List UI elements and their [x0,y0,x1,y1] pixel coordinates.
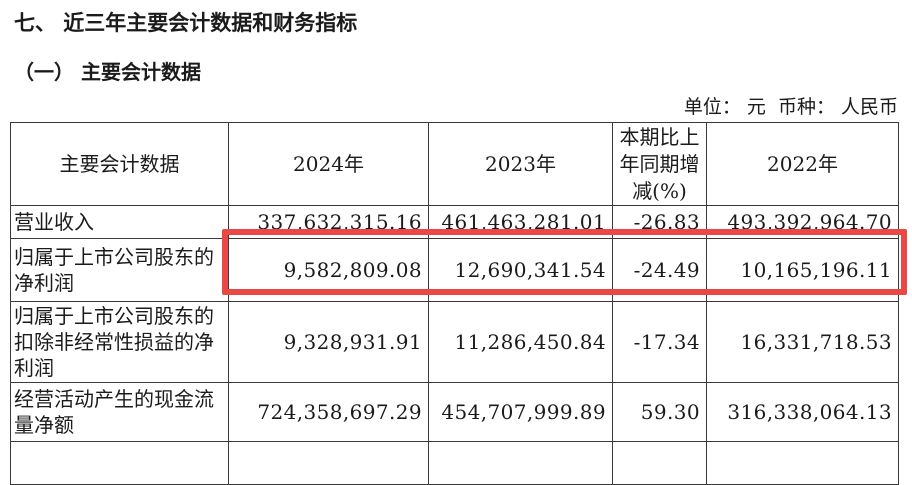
cell-2022: 316,338,064.13 [706,382,899,442]
cell-change: -24.49 [612,238,707,302]
table-row-net-profit-highlighted: 归属于上市公司股东的净利润 9,582,809.08 12,690,341.54… [10,238,899,302]
cell-2024: 724,358,697.29 [228,382,429,442]
table-row-operating-cash-flow: 经营活动产生的现金流量净额 724,358,697.29 454,707,999… [10,382,899,442]
section-title: 七、 近三年主要会计数据和财务指标 [14,10,358,35]
header-2024: 2024年 [228,122,429,206]
row-label: 归属于上市公司股东的扣除非经常性损益的净利润 [10,301,229,383]
table-row-partial-cutoff [10,441,899,485]
cell-2024: 337,632,315.16 [228,205,429,239]
cell-change [612,441,707,485]
table-header-row: 主要会计数据 2024年 2023年 本期比上年同期增减(%) 2022年 [10,122,899,206]
cell-2023: 11,286,450.84 [428,301,613,383]
header-indicator: 主要会计数据 [10,122,229,206]
cell-change: -17.34 [612,301,707,383]
cell-2023 [428,441,613,485]
cell-2023: 461,463,281.01 [428,205,613,239]
subsection-title: （一） 主要会计数据 [14,60,201,84]
cell-change: -26.83 [612,205,707,239]
cell-2022: 10,165,196.11 [706,238,899,302]
row-label: 归属于上市公司股东的净利润 [10,238,229,302]
table-row-operating-revenue: 营业收入 337,632,315.16 461,463,281.01 -26.8… [10,205,899,239]
cell-2023: 454,707,999.89 [428,382,613,442]
cell-2022: 16,331,718.53 [706,301,899,383]
cell-2024: 9,582,809.08 [228,238,429,302]
header-change: 本期比上年同期增减(%) [612,122,707,206]
row-label: 营业收入 [10,205,229,239]
cell-2022 [706,441,899,485]
header-2023: 2023年 [428,122,613,206]
cell-2022: 493,392,964.70 [706,205,899,239]
cell-change: 59.30 [612,382,707,442]
unit-note: 单位： 元 币种： 人民币 [683,96,898,118]
row-label: 经营活动产生的现金流量净额 [10,382,229,442]
header-2022: 2022年 [706,122,899,206]
cell-2023: 12,690,341.54 [428,238,613,302]
table-row-net-profit-excl-nonrecurring: 归属于上市公司股东的扣除非经常性损益的净利润 9,328,931.91 11,2… [10,301,899,383]
row-label [10,441,229,485]
cell-2024: 9,328,931.91 [228,301,429,383]
cell-2024 [228,441,429,485]
accounting-data-table: 主要会计数据 2024年 2023年 本期比上年同期增减(%) 2022年 营业… [10,122,899,485]
